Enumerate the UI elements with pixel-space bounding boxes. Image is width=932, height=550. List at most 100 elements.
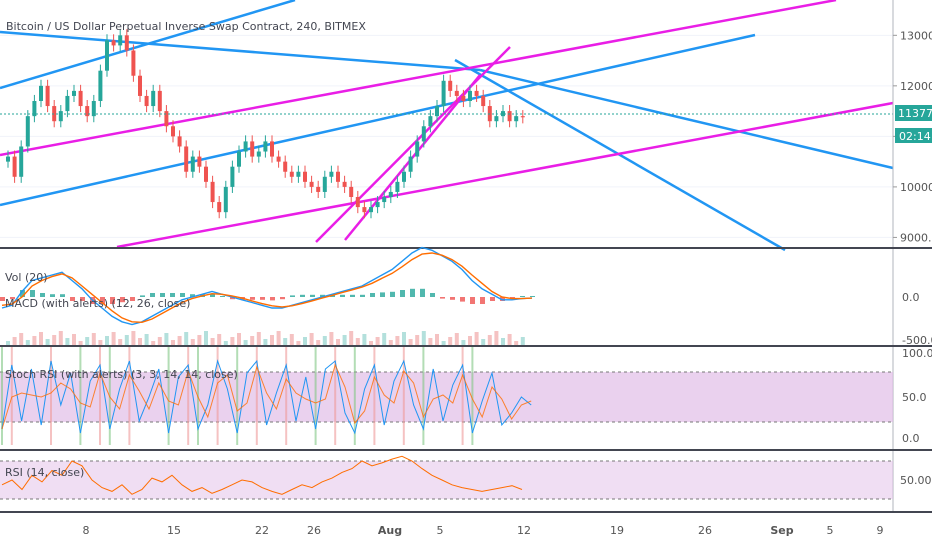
candle-body <box>177 136 182 147</box>
volume-bar <box>131 331 136 345</box>
candle-body <box>256 151 261 157</box>
volume-bar <box>448 337 453 345</box>
rsi-pane[interactable]: RSI (14, close) 50.00 <box>0 455 932 500</box>
pane-separator-4[interactable] <box>0 511 932 513</box>
time-tick-label: 5 <box>827 524 834 537</box>
macd-hist-bar <box>360 294 365 297</box>
candle-body <box>303 171 307 182</box>
stoch-d-line <box>1 363 532 430</box>
candle-body <box>144 95 149 107</box>
volume-bar <box>283 338 288 345</box>
volume-bar <box>32 336 37 345</box>
price-grid <box>0 34 893 238</box>
candle-body <box>349 186 354 197</box>
volume-bar <box>289 334 294 345</box>
candle-body <box>204 166 208 182</box>
volume-bar <box>487 335 492 345</box>
volume-bars <box>6 331 525 345</box>
stoch-alert-bar <box>50 347 52 445</box>
macd-hist-bar <box>190 294 195 297</box>
trendline <box>0 30 481 72</box>
volume-bar <box>19 333 24 345</box>
volume-bar <box>336 339 340 345</box>
candle-body <box>157 90 162 112</box>
candle-body <box>435 106 439 117</box>
pane-separator-3[interactable] <box>0 449 932 451</box>
macd-hist-bar <box>530 296 535 297</box>
macd-hist-bar <box>460 297 465 302</box>
stoch-alert-bar <box>236 347 239 445</box>
macd-hist-bar <box>380 292 385 297</box>
pane-separator-1[interactable] <box>0 247 932 249</box>
trendline <box>479 68 894 170</box>
macd-label: MACD (with alerts) (12, 26, close) <box>5 297 190 310</box>
macd-hist-bar <box>10 297 15 300</box>
candle-body <box>65 95 70 112</box>
candle-body <box>283 161 288 172</box>
candle-body <box>441 80 446 107</box>
macd-hist-bar <box>260 297 265 300</box>
stoch-k-line <box>1 359 532 435</box>
stoch-rsi-pane[interactable]: Stoch RSI (with alerts) (3, 3, 14, 14, c… <box>0 347 932 445</box>
volume-bar <box>263 339 268 345</box>
volume-bar <box>395 336 400 345</box>
volume-bar <box>78 341 83 345</box>
time-axis[interactable]: 8 15 22 26 Aug 5 12 19 26 Sep 5 9 <box>83 524 884 537</box>
candle-body <box>32 101 37 117</box>
macd-hist-bar <box>120 297 125 303</box>
macd-hist-bar <box>0 297 5 301</box>
volume-bar <box>157 337 162 345</box>
candle-body <box>520 116 525 118</box>
stoch-alert-bar <box>471 347 474 445</box>
macd-hist-bar <box>230 297 235 300</box>
pane-separator-2[interactable] <box>0 345 932 347</box>
volume-bar <box>204 331 208 345</box>
stoch-alert-bar <box>1 347 3 445</box>
volume-bar <box>58 331 63 345</box>
candle-body <box>197 156 202 167</box>
stoch-label: Stoch RSI (with alerts) (3, 3, 14, 14, c… <box>5 368 238 381</box>
trendline <box>454 58 786 252</box>
volume-bar <box>349 331 354 345</box>
macd-hist-bar <box>50 294 55 297</box>
volume-bar <box>435 334 439 345</box>
volume-bar <box>375 337 380 345</box>
candle-body <box>184 146 189 172</box>
stoch-alert-bar <box>187 347 190 445</box>
time-tick-label: 5 <box>437 524 444 537</box>
candle-body <box>45 85 50 107</box>
candle-body <box>111 40 116 46</box>
time-tick-label: 12 <box>517 524 531 537</box>
stoch-alert-bar <box>314 347 317 445</box>
volume-bar <box>72 334 76 345</box>
macd-hist-bar <box>160 293 165 297</box>
candle-body <box>39 85 43 101</box>
macd-hist-bar <box>480 297 485 304</box>
time-tick-label: 9 <box>877 524 884 537</box>
volume-bar <box>329 332 334 345</box>
candle-body <box>250 141 255 157</box>
volume-bar <box>237 333 241 345</box>
candle-body <box>362 207 367 213</box>
time-tick-label: 15 <box>167 524 181 537</box>
candle-body <box>190 156 195 172</box>
candle-body <box>448 80 453 91</box>
volume-bar <box>118 339 123 345</box>
volume-bar <box>6 341 10 345</box>
candle-body <box>270 141 274 157</box>
candle-body <box>507 111 512 122</box>
price-tick-label: 12000.0 <box>900 80 932 93</box>
price-pane[interactable]: Bitcoin / US Dollar Perpetual Inverse Sw… <box>0 0 894 252</box>
volume-bar <box>342 335 347 345</box>
macd-hist-bar <box>140 295 145 297</box>
volume-bar <box>243 340 248 345</box>
volume-bar <box>217 334 222 345</box>
macd-hist-bar <box>450 297 455 300</box>
volume-bar <box>402 332 406 345</box>
macd-hist-bar <box>170 293 175 297</box>
stoch-alert-bar <box>285 347 288 445</box>
volume-bar <box>171 340 175 345</box>
macd-pane[interactable]: Vol (20) MACD (with alerts) (12, 26, clo… <box>0 246 932 348</box>
